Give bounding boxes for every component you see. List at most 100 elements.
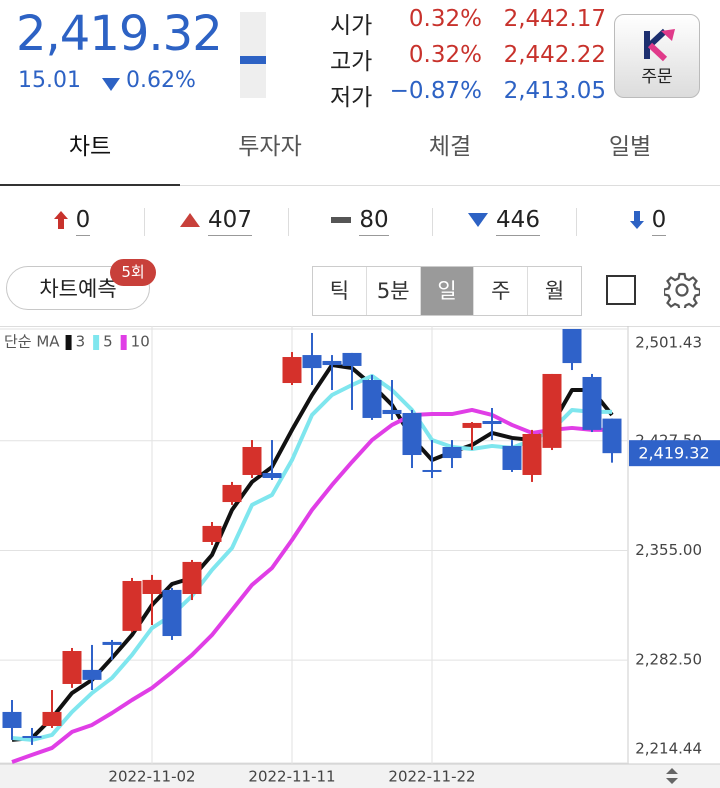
forecast-button[interactable]: 차트예측 [6, 266, 150, 310]
candle-body [162, 589, 182, 637]
breadth-item: 407 [144, 200, 288, 240]
range-bar [240, 12, 266, 98]
period-option[interactable]: 5분 [365, 267, 420, 315]
candle-body [442, 447, 462, 459]
candle-body [302, 355, 322, 369]
quote-row: 고가 0.32% 2,442.22 [330, 42, 610, 78]
legend-swatch [65, 335, 72, 350]
candles [2, 329, 622, 745]
tab[interactable]: 차트 [0, 110, 180, 186]
separator [576, 208, 577, 236]
tab-bar: 차트 투자자 체결 일별 [0, 110, 720, 186]
candle-body [342, 352, 362, 366]
separator [144, 208, 145, 236]
tab[interactable]: 일별 [608, 134, 652, 160]
legend-swatch [120, 335, 127, 350]
separator [432, 208, 433, 236]
upper-limit-icon [53, 211, 68, 229]
quote-price: 2,442.17 [503, 6, 606, 32]
breadth-count: 0 [651, 205, 667, 236]
flat-icon [331, 217, 352, 223]
y-tick-label: 2,355.00 [635, 541, 702, 559]
axes: 2,214.442,282.502,355.002,427.502,501.43… [108, 334, 720, 786]
candle-body [42, 711, 62, 727]
k-logo [644, 28, 675, 62]
candle-body [282, 357, 302, 384]
legend: 단순 MA 3 5 10 [4, 333, 150, 351]
breadth-item: 0 [0, 200, 144, 240]
quote-rate: 0.32% [408, 42, 482, 68]
legend-label: 10 [131, 333, 150, 351]
down-triangle-icon [102, 78, 120, 91]
grid [0, 326, 628, 764]
candle-body [542, 373, 562, 448]
candlestick-chart: 2,214.442,282.502,355.002,427.502,501.43… [0, 326, 720, 788]
chart-background [0, 326, 720, 788]
y-tick-label: 2,214.44 [635, 740, 702, 758]
candle-body [262, 473, 282, 479]
y-tick-label: 2,501.43 [635, 334, 702, 352]
order-button[interactable]: 주문 [614, 14, 700, 98]
fullscreen-toggle[interactable] [606, 275, 636, 305]
candle-body [562, 329, 582, 364]
period-option[interactable]: 일 [419, 267, 474, 315]
legend-swatch [93, 335, 100, 350]
breadth-item: 80 [288, 200, 432, 240]
legend-title: 단순 MA [4, 333, 60, 351]
candle-body [242, 447, 262, 475]
candle-body [202, 525, 222, 542]
period-selector: 틱 5분 일 주 월 [312, 266, 582, 316]
index-price: 2,419.32 [16, 6, 223, 62]
candle-body [122, 580, 142, 631]
candle-body [502, 445, 522, 470]
candle-body [402, 412, 422, 456]
ma-line [11, 407, 612, 764]
y-tick-label: 2,282.50 [635, 651, 702, 669]
x-tick-label: 2022-11-22 [388, 768, 475, 786]
separator [288, 208, 289, 236]
candle-body [22, 735, 42, 738]
settings-icon[interactable] [664, 272, 700, 308]
candle-body [62, 651, 82, 684]
period-option[interactable]: 주 [473, 267, 527, 315]
x-axis-band [0, 764, 720, 788]
candle-body [102, 641, 122, 645]
tab[interactable]: 투자자 [238, 134, 302, 160]
down-icon [468, 213, 489, 227]
change-rate: 0.62% [126, 68, 196, 93]
quote-label: 고가 [330, 49, 373, 75]
period-option[interactable]: 틱 [329, 279, 350, 303]
up-icon [180, 213, 201, 227]
x-tick-label: 2022-11-02 [108, 768, 195, 786]
candle-body [362, 380, 382, 418]
quote-row: 저가 −0.87% 2,413.05 [330, 78, 610, 114]
scroll-icon[interactable] [666, 768, 678, 784]
legend-label: 5 [103, 333, 113, 351]
candle-body [382, 409, 402, 415]
candle-body [222, 484, 242, 503]
quote-price: 2,413.05 [503, 78, 606, 104]
forecast-badge: 5회 [110, 259, 156, 286]
period-option[interactable]: 월 [527, 267, 581, 315]
candle-body [82, 669, 102, 680]
candle-body [182, 561, 202, 594]
quote-rate: −0.87% [389, 78, 482, 104]
quote-rate: 0.32% [408, 6, 482, 32]
candle-body [322, 360, 342, 366]
candle-body [602, 418, 622, 454]
breadth-count: 446 [496, 205, 540, 236]
candle-body [522, 433, 542, 475]
quote-price: 2,442.22 [503, 42, 606, 68]
change: 15.01 [18, 68, 81, 93]
last-price-tag [629, 440, 720, 467]
candle-body [422, 469, 442, 472]
quote-label: 저가 [330, 85, 373, 111]
candle-body [462, 422, 482, 428]
legend-label: 3 [76, 333, 86, 351]
breadth-count: 0 [75, 205, 91, 236]
breadth-count: 407 [208, 205, 252, 236]
candle-body [2, 711, 22, 728]
tab[interactable]: 체결 [428, 134, 472, 160]
breadth-count: 80 [359, 205, 389, 236]
